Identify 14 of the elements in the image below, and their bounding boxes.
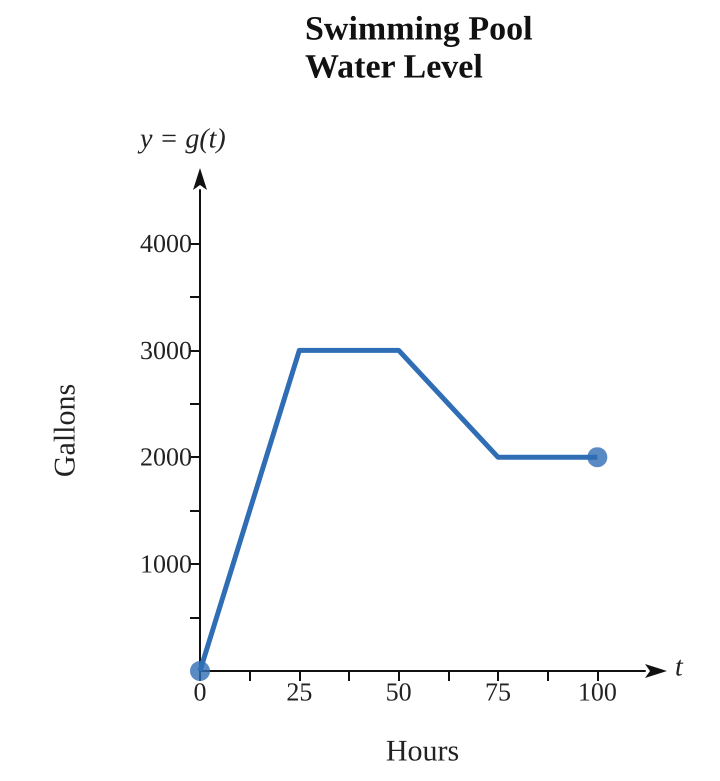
chart-title: Swimming Pool Water Level xyxy=(305,10,542,86)
x-tick-label: 75 xyxy=(484,678,511,706)
x-tick-label: 100 xyxy=(578,678,617,706)
x-tick-label: 25 xyxy=(286,678,312,706)
y-tick-label: 4000 xyxy=(140,228,192,258)
x-tick-label: 0 xyxy=(194,678,206,706)
x-axis-title: Hours xyxy=(386,734,460,768)
y-tick-label: 1000 xyxy=(140,550,192,579)
y-axis-title: Gallons xyxy=(48,384,82,478)
text: t xyxy=(675,652,684,682)
y-tick-label: 3000 xyxy=(140,336,192,365)
x-tick-label: 50 xyxy=(386,678,412,706)
text: y = g(t) xyxy=(137,124,226,154)
y-tick-label: 2000 xyxy=(140,442,192,472)
